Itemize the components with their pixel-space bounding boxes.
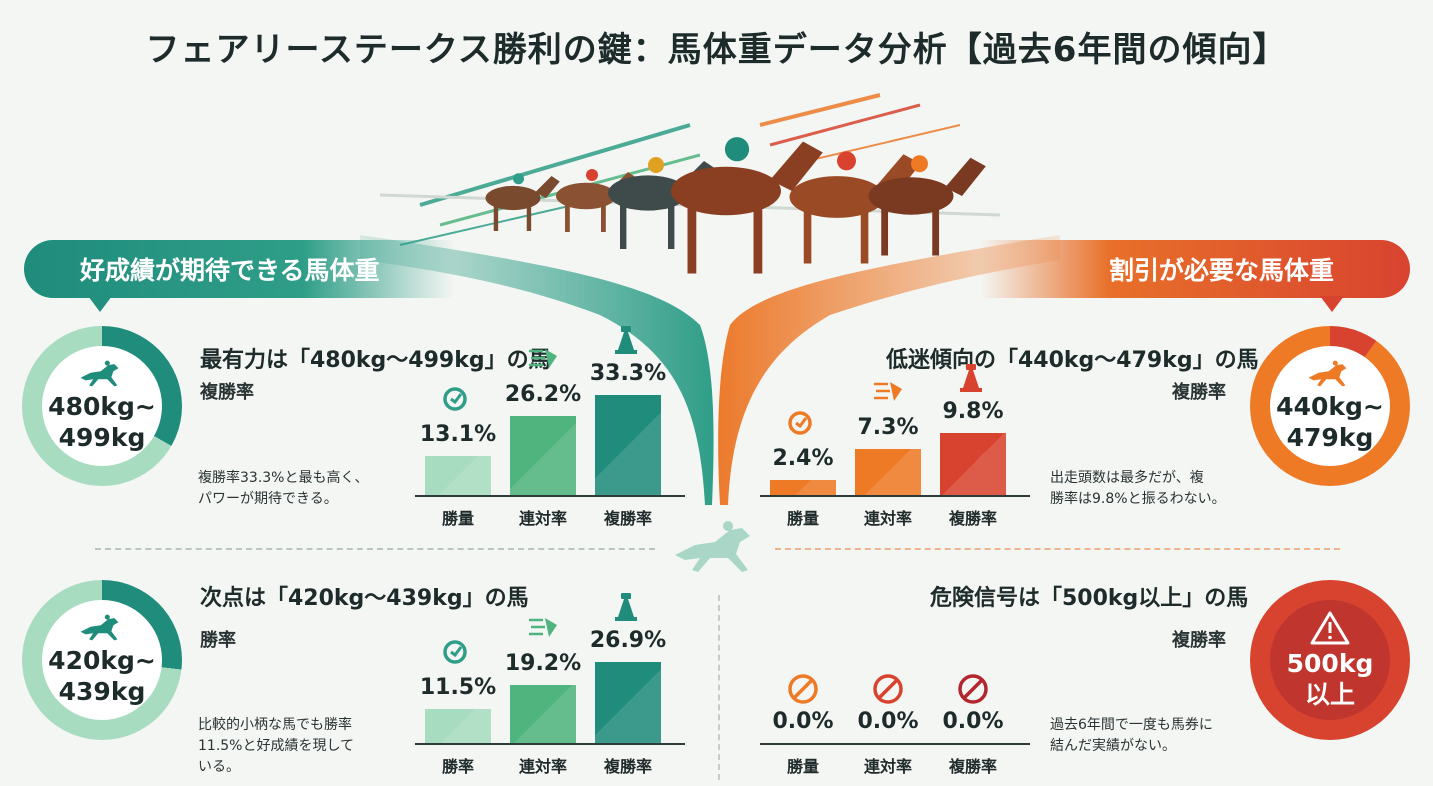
- bar-chart-440-479: 2.4% 勝量 7.3% 連対率 9.8% 複勝率: [760, 330, 1030, 530]
- value-label: 0.0%: [772, 709, 834, 734]
- category-label: 複勝率: [603, 509, 652, 528]
- banner-pointer-left: [88, 296, 112, 312]
- ring-label-line2: 439kg: [58, 677, 146, 706]
- value-label: 2.4%: [772, 445, 834, 471]
- bar-chart-480-499: 13.1% 勝量 26.2% 連対率 33.3% 複勝率: [415, 326, 685, 530]
- section-heading: 危険信号は「500kg以上」の馬: [930, 586, 1249, 611]
- target-icon: [787, 410, 813, 440]
- divider-right: [775, 548, 1340, 550]
- ring-label-line2: 499kg: [58, 423, 146, 452]
- bar-連対率: [855, 449, 921, 495]
- track-green: [360, 235, 714, 505]
- category-label: 勝量: [441, 509, 474, 528]
- value-label: 26.2%: [504, 382, 582, 408]
- ring-420-439: 420kg~ 439kg: [22, 580, 182, 740]
- bar-複勝率: [940, 433, 1006, 495]
- category-label: 複勝率: [603, 757, 652, 776]
- category-label: 連対率: [863, 509, 912, 528]
- ring-label-line2: 479kg: [1286, 423, 1374, 452]
- value-label: 0.0%: [942, 709, 1004, 734]
- bar-複勝率: [595, 395, 661, 495]
- banner-discount: 割引が必要な馬体重: [980, 240, 1410, 298]
- horse-race-illustration: [360, 93, 1060, 505]
- banner-pointer-right: [1320, 296, 1344, 312]
- ring-label-line2: 以上: [1304, 680, 1355, 709]
- target-icon: [442, 639, 468, 669]
- ring-label-line1: 480kg~: [48, 392, 156, 421]
- ring-480-499: 480kg~ 499kg: [22, 326, 182, 486]
- bar-連対率: [510, 416, 576, 495]
- horse-racing-icon: [1308, 360, 1347, 387]
- section-heading: 最有力は「480kg～499kg」の馬: [200, 348, 551, 373]
- prohibited-icon: [957, 673, 989, 709]
- bar-複勝率: [595, 662, 661, 743]
- section-subheading: 複勝率: [1172, 630, 1226, 651]
- category-label: 連対率: [863, 757, 912, 776]
- category-label: 連対率: [518, 509, 567, 528]
- section-note: 出走頭数は最多だが、複 勝率は9.8%と振るわない。: [1050, 470, 1226, 507]
- category-label: 連対率: [518, 757, 567, 776]
- horse-racing-icon: [80, 614, 119, 641]
- chart-baseline: [415, 743, 685, 745]
- section-heading: 低迷傾向の「440kg～479kg」の馬: [886, 348, 1259, 373]
- category-label: 勝量: [786, 509, 819, 528]
- target-icon: [442, 386, 468, 416]
- divider-center: [718, 595, 720, 780]
- ring-500-plus: 500kg 以上: [1250, 580, 1410, 740]
- bar-連対率: [510, 685, 576, 743]
- horse-group: [485, 137, 986, 274]
- trophy-icon: [612, 325, 640, 359]
- prohibited-icon: [872, 673, 904, 709]
- trophy-icon: [612, 592, 640, 626]
- value-label: 0.0%: [857, 709, 919, 734]
- value-label: 11.5%: [419, 674, 497, 700]
- ring-label-line1: 500kg: [1286, 649, 1374, 678]
- bar-勝率: [425, 708, 491, 743]
- bar-chart-420-439: 11.5% 勝率 19.2% 連対率 26.9% 複勝率: [415, 578, 685, 778]
- section-heading: 次点は「420kg～439kg」の馬: [200, 586, 529, 611]
- ring-440-479: 440kg~ 479kg: [1250, 326, 1410, 486]
- value-label: 13.1%: [419, 421, 497, 447]
- chart-baseline: [760, 495, 1030, 497]
- banner-favorable: 好成績が期待できる馬体重: [24, 240, 454, 298]
- speed-streaks: [399, 93, 961, 246]
- chart-baseline: [760, 743, 1030, 745]
- value-label: 9.8%: [942, 399, 1004, 425]
- speed-icon: [527, 346, 561, 374]
- prohibited-icon: [787, 673, 819, 709]
- track-orange: [718, 235, 1060, 505]
- section-subheading: 勝率: [200, 630, 236, 651]
- speed-icon: [872, 379, 906, 407]
- category-label: 複勝率: [948, 509, 997, 528]
- divider-left: [95, 548, 655, 550]
- section-note: 比較的小柄な馬でも勝率 11.5%と好成績を現して いる。: [198, 717, 355, 775]
- section-subheading: 複勝率: [200, 382, 254, 403]
- section-note: 複勝率33.3%と最も高く、 パワーが期待できる。: [198, 470, 369, 507]
- speed-icon: [527, 615, 561, 643]
- chart-baseline: [415, 495, 685, 497]
- category-label: 勝量: [786, 757, 819, 776]
- category-label: 勝率: [441, 757, 474, 776]
- value-label: 26.9%: [589, 628, 667, 654]
- bar-chart-500-plus: 0.0% 勝量 0.0% 連対率 0.0% 複勝率: [760, 578, 1030, 778]
- section-note: 過去6年間で一度も馬券に 結んだ実績がない。: [1050, 717, 1213, 754]
- trophy-icon: [957, 363, 985, 397]
- horse-racing-icon: [80, 360, 119, 387]
- page-title: フェアリーステークス勝利の鍵：馬体重データ分析【過去6年間の傾向】: [145, 30, 1288, 70]
- bar-勝量: [425, 455, 491, 495]
- horse-racing-icon: [675, 521, 750, 572]
- value-label: 7.3%: [857, 415, 919, 440]
- ring-label-line1: 440kg~: [1276, 392, 1384, 421]
- value-label: 19.2%: [504, 651, 582, 677]
- warning-icon: [1310, 611, 1350, 645]
- ring-label-line1: 420kg~: [48, 646, 156, 675]
- value-label: 33.3%: [589, 361, 667, 387]
- category-label: 複勝率: [948, 757, 997, 776]
- section-subheading: 複勝率: [1172, 382, 1226, 403]
- bar-勝量: [770, 479, 836, 495]
